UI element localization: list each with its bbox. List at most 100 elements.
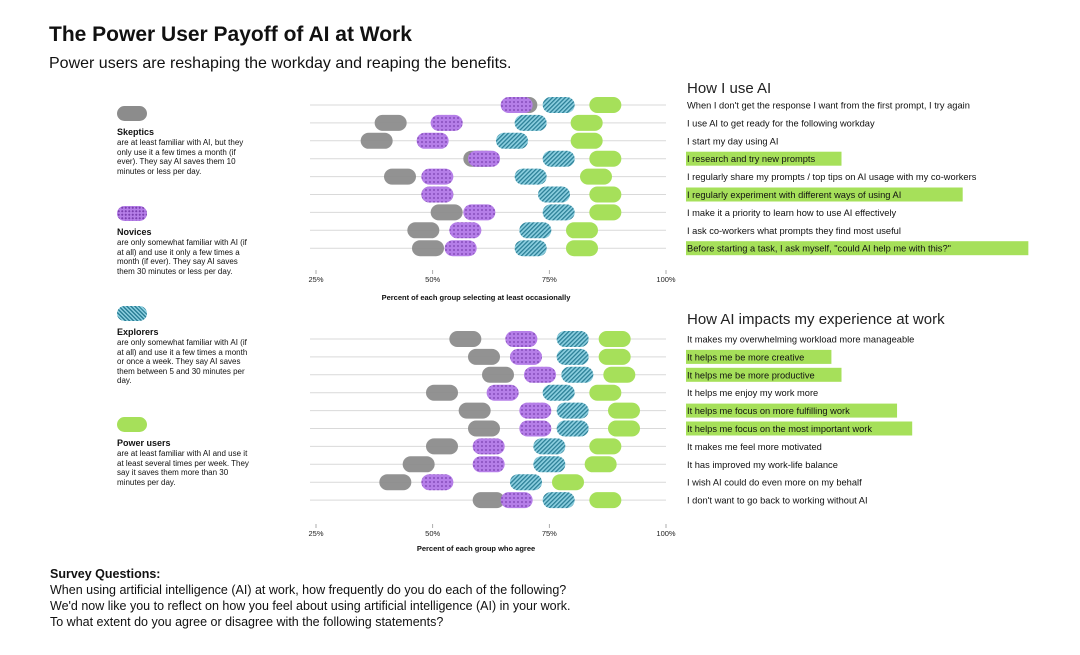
page-title: The Power User Payoff of AI at Work (49, 23, 412, 46)
data-point-explorers (542, 384, 575, 401)
data-point-explorers (542, 97, 575, 113)
data-point-explorers (556, 420, 589, 437)
data-point-explorers (510, 474, 542, 491)
data-point-skeptics (379, 474, 412, 491)
row-highlight (686, 151, 842, 166)
data-point-explorers (533, 438, 566, 455)
data-point-explorers (533, 456, 566, 473)
data-point-power-users (589, 438, 622, 455)
legend-name: Explorers (117, 327, 159, 337)
data-point-explorers (542, 492, 575, 509)
x-tick-label: 25% (308, 529, 323, 538)
data-point-explorers (514, 114, 547, 131)
row-label: I research and try new prompts (687, 154, 815, 164)
data-point-skeptics (407, 222, 440, 239)
data-point-novices (421, 168, 454, 185)
data-point-explorers (542, 204, 575, 221)
row-highlight (686, 187, 963, 202)
data-point-novices (519, 420, 552, 437)
data-point-power-users (589, 384, 622, 401)
data-point-novices (500, 492, 533, 509)
data-point-explorers (542, 150, 575, 167)
data-point-power-users (589, 97, 622, 113)
x-tick-label: 100% (656, 275, 676, 284)
row-label: When I don't get the response I want fro… (687, 101, 970, 111)
row-highlight (686, 349, 832, 364)
data-point-explorers (556, 331, 589, 347)
data-point-novices (524, 366, 556, 383)
data-point-novices (505, 331, 538, 347)
row-label: It has improved my work-life balance (687, 460, 838, 470)
row-label: Before starting a task, I ask myself, "c… (687, 244, 951, 254)
data-point-skeptics (402, 456, 435, 473)
x-axis-label: Percent of each group selecting at least… (382, 293, 572, 302)
survey-line: To what extent do you agree or disagree … (50, 615, 444, 629)
data-point-skeptics (360, 132, 393, 149)
survey-line: When using artificial intelligence (AI) … (50, 583, 567, 597)
legend-description: are at least familiar with AI and use it… (117, 449, 249, 487)
data-point-novices (444, 240, 477, 257)
data-point-novices (500, 97, 533, 113)
data-point-novices (472, 438, 505, 455)
row-highlight (686, 421, 913, 436)
data-point-novices (421, 474, 454, 491)
data-point-explorers (556, 348, 589, 365)
data-point-power-users (570, 114, 603, 131)
data-point-power-users (566, 240, 598, 257)
data-point-novices (472, 456, 505, 473)
legend-swatch-power-users (117, 417, 147, 432)
legend-swatch-explorers (117, 306, 147, 321)
data-point-power-users (608, 420, 640, 437)
legend-swatch-novices (117, 206, 147, 221)
legend-novices: Novices are only somewhat familiar with … (117, 206, 252, 276)
legend-explorers: Explorers are only somewhat familiar wit… (117, 306, 252, 386)
data-point-skeptics (426, 384, 458, 401)
data-point-power-users (570, 132, 603, 149)
row-label: It makes me feel more motivated (687, 442, 822, 452)
row-label: It helps me focus on more fulfilling wor… (687, 406, 850, 416)
legend-name: Power users (117, 438, 171, 448)
data-point-power-users (552, 474, 584, 491)
data-point-novices (468, 150, 500, 167)
data-point-skeptics (468, 420, 500, 437)
panel-title: How AI impacts my experience at work (687, 311, 945, 328)
row-highlight (686, 241, 1029, 256)
survey-line: We'd now like you to reflect on how you … (50, 599, 571, 613)
row-label: It helps me focus on the most important … (687, 424, 872, 434)
row-highlight (686, 403, 898, 418)
legend-description: are only somewhat familiar with AI (if a… (117, 238, 247, 276)
legend-name: Novices (117, 227, 152, 237)
data-point-novices (449, 222, 482, 239)
legend-power-users: Power users are at least familiar with A… (117, 417, 252, 487)
x-tick-label: 50% (425, 275, 440, 284)
data-point-power-users (589, 186, 622, 203)
legend-swatch-skeptics (117, 106, 147, 121)
data-point-skeptics (412, 240, 444, 257)
data-point-explorers (519, 222, 552, 239)
data-point-power-users (589, 492, 622, 509)
row-label: I wish AI could do even more on my behal… (687, 478, 862, 488)
data-point-skeptics (468, 348, 500, 365)
data-point-power-users (598, 331, 631, 347)
row-label: It helps me enjoy my work more (687, 388, 818, 398)
legend-description: are at least familiar with AI, but they … (117, 138, 244, 176)
survey-questions: Survey Questions: When using artificial … (50, 566, 570, 630)
data-point-skeptics (384, 168, 416, 185)
row-label: I regularly share my prompts / top tips … (687, 172, 977, 182)
legend-skeptics: Skeptics are at least familiar with AI, … (117, 106, 252, 176)
data-point-explorers (514, 240, 547, 257)
data-point-power-users (589, 204, 622, 221)
row-label: I make it a priority to learn how to use… (687, 208, 896, 218)
data-point-explorers (556, 402, 589, 419)
row-highlight (686, 367, 842, 382)
x-tick-label: 75% (542, 275, 557, 284)
data-point-novices (463, 204, 496, 221)
x-axis-label: Percent of each group who agree (417, 544, 535, 553)
data-point-explorers (561, 366, 594, 383)
data-point-explorers (538, 186, 570, 203)
panel-title: How I use AI (687, 80, 771, 97)
x-tick-label: 75% (542, 529, 557, 538)
page-subtitle: Power users are reshaping the workday an… (49, 55, 512, 72)
row-label: I start my day using AI (687, 136, 778, 146)
